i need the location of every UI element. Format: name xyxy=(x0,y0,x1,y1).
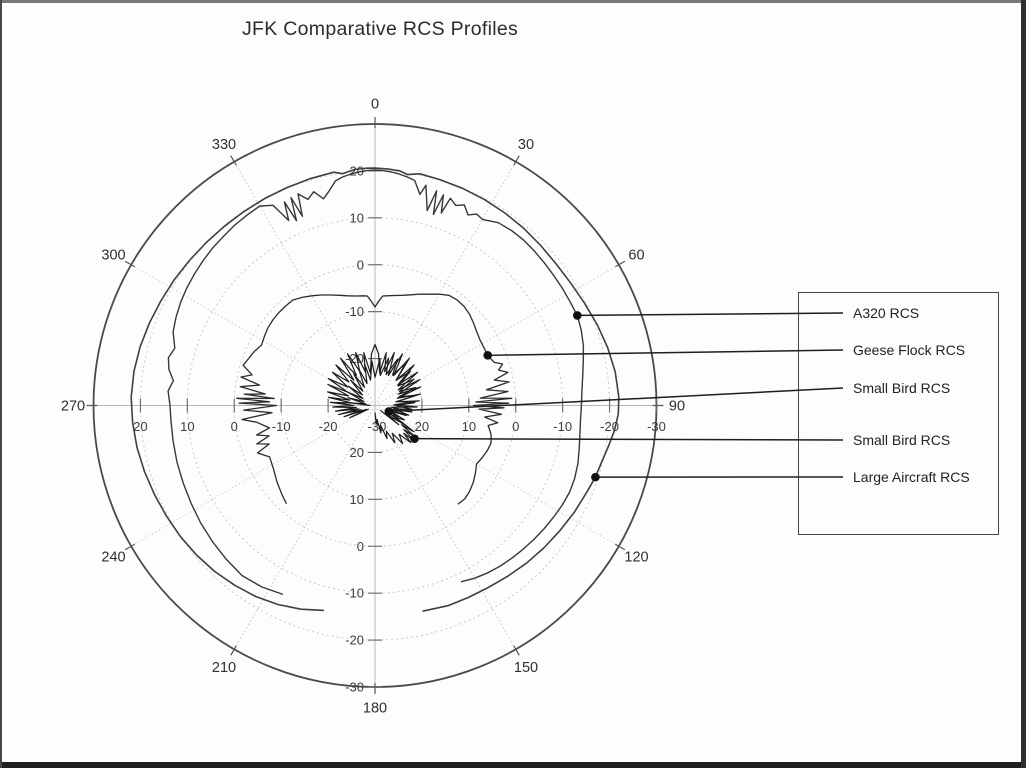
radial-center-label: -30 xyxy=(368,419,387,434)
radial-tick-label: 0 xyxy=(231,419,238,434)
radial-tick-label: -30 xyxy=(345,680,364,695)
polar-grid-ring xyxy=(139,170,611,641)
legend-entry-small-bird-2: Small Bird RCS xyxy=(853,432,951,448)
callout-dot xyxy=(410,434,419,443)
radial-tick-label: -20 xyxy=(345,633,364,648)
angle-label: 270 xyxy=(61,399,85,415)
polar-spoke xyxy=(374,405,620,547)
radial-tick-label: 10 xyxy=(462,419,476,434)
polar-spoke xyxy=(130,264,376,406)
polar-grid-ring xyxy=(327,358,423,453)
legend-entry-a320: A320 RCS xyxy=(853,305,920,321)
radial-tick-label: 10 xyxy=(350,210,364,225)
chart-title: JFK Comparative RCS Profiles xyxy=(241,18,519,40)
polar-outer-ring xyxy=(92,123,658,688)
polar-spoke xyxy=(130,405,376,547)
radial-tick-label: -10 xyxy=(345,586,364,601)
radial-tick-label: -10 xyxy=(345,304,364,319)
angle-label: 150 xyxy=(514,660,538,676)
legend-box: A320 RCS Geese Flock RCS Small Bird RCS … xyxy=(798,292,999,535)
angle-tick xyxy=(124,260,135,268)
angle-tick xyxy=(124,543,135,551)
callout-leader-line xyxy=(414,437,844,441)
angle-label: 300 xyxy=(101,248,125,264)
angle-tick xyxy=(513,155,520,166)
angle-label: 120 xyxy=(624,550,648,566)
polar-grid-ring xyxy=(186,217,564,594)
callout-dot xyxy=(591,472,600,482)
series-a320-rcs xyxy=(167,169,585,596)
callout-dot xyxy=(384,407,394,416)
angle-label: 60 xyxy=(628,248,644,264)
polar-spoke xyxy=(233,161,376,406)
polar-spoke xyxy=(233,405,376,650)
radial-tick-label: -10 xyxy=(272,419,291,434)
radial-tick-label: 20 xyxy=(350,163,364,178)
angle-label: 180 xyxy=(363,701,387,717)
angle-tick xyxy=(513,645,520,656)
page-border-top xyxy=(0,0,1026,3)
page-border-left xyxy=(0,0,2,768)
radial-tick-label: 0 xyxy=(357,539,364,554)
angle-label: 30 xyxy=(518,137,534,153)
series-geese-flock-rcs xyxy=(236,293,513,505)
radial-tick-label: 10 xyxy=(350,492,364,507)
angle-label: 90 xyxy=(669,399,685,415)
radial-tick-label: -20 xyxy=(345,351,364,366)
radial-tick-label: -20 xyxy=(600,419,619,434)
radial-tick-label: 20 xyxy=(133,419,147,434)
angle-tick xyxy=(230,155,237,166)
polar-grid-ring xyxy=(280,311,470,500)
callout-leader-line xyxy=(487,349,844,357)
radial-tick-label: 20 xyxy=(415,419,429,434)
radial-tick-label: 0 xyxy=(512,419,519,434)
radial-tick-label: -20 xyxy=(319,419,338,434)
angle-label: 0 xyxy=(371,97,379,113)
polar-spoke xyxy=(374,405,517,650)
polar-spoke xyxy=(374,161,517,406)
series-large-aircraft-rcs xyxy=(130,167,620,612)
angle-label: 210 xyxy=(212,660,236,676)
radial-tick-label: 20 xyxy=(350,445,364,460)
polar-spoke xyxy=(374,264,620,406)
page-border-right xyxy=(1021,0,1026,768)
page-border-bottom xyxy=(0,762,1026,768)
radial-tick-label: -10 xyxy=(553,419,572,434)
series-small-bird-rcs-2 xyxy=(347,357,417,445)
angle-tick xyxy=(615,260,626,268)
angle-label: 240 xyxy=(101,550,125,566)
polar-grid-ring xyxy=(233,264,517,547)
radial-tick-label: -30 xyxy=(647,419,666,434)
callout-dot xyxy=(573,311,582,320)
callout-dot xyxy=(483,351,493,360)
radial-tick-label: 10 xyxy=(180,419,194,434)
angle-label: 330 xyxy=(212,137,236,153)
legend-entry-small-bird-1: Small Bird RCS xyxy=(853,380,951,396)
callout-leader-line xyxy=(388,387,844,413)
series-small-bird-rcs-1 xyxy=(327,343,422,427)
angle-tick xyxy=(615,543,626,551)
legend-entry-large-aircraft: Large Aircraft RCS xyxy=(853,469,970,485)
radial-tick-label: 0 xyxy=(357,257,364,272)
legend-entry-geese-flock: Geese Flock RCS xyxy=(853,342,966,358)
angle-tick xyxy=(230,645,237,656)
